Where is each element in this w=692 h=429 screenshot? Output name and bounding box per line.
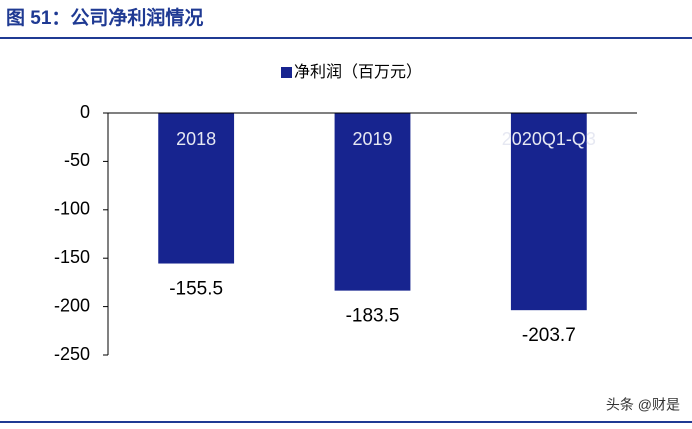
legend-swatch — [281, 67, 292, 78]
x-tick-label: 2018 — [176, 129, 216, 149]
y-tick-label: -150 — [54, 247, 90, 267]
data-label: -183.5 — [346, 306, 400, 327]
bar — [510, 113, 587, 311]
y-tick-label: 0 — [80, 102, 90, 122]
bar — [334, 113, 411, 291]
chart-title: 图 51：公司净利润情况 — [6, 6, 203, 29]
y-tick-label: -200 — [54, 295, 90, 315]
y-tick-label: -50 — [64, 150, 90, 170]
x-tick-label: 2019 — [352, 129, 392, 149]
y-tick-label: -100 — [54, 199, 90, 219]
data-label: -155.5 — [169, 279, 223, 300]
bar — [158, 113, 235, 264]
x-tick-label: 2020Q1-Q3 — [502, 129, 596, 149]
watermark: 头条 @财是 — [606, 397, 680, 413]
data-label: -203.7 — [522, 325, 576, 346]
y-tick-label: -250 — [54, 344, 90, 364]
legend-label: 净利润（百万元） — [294, 63, 422, 81]
